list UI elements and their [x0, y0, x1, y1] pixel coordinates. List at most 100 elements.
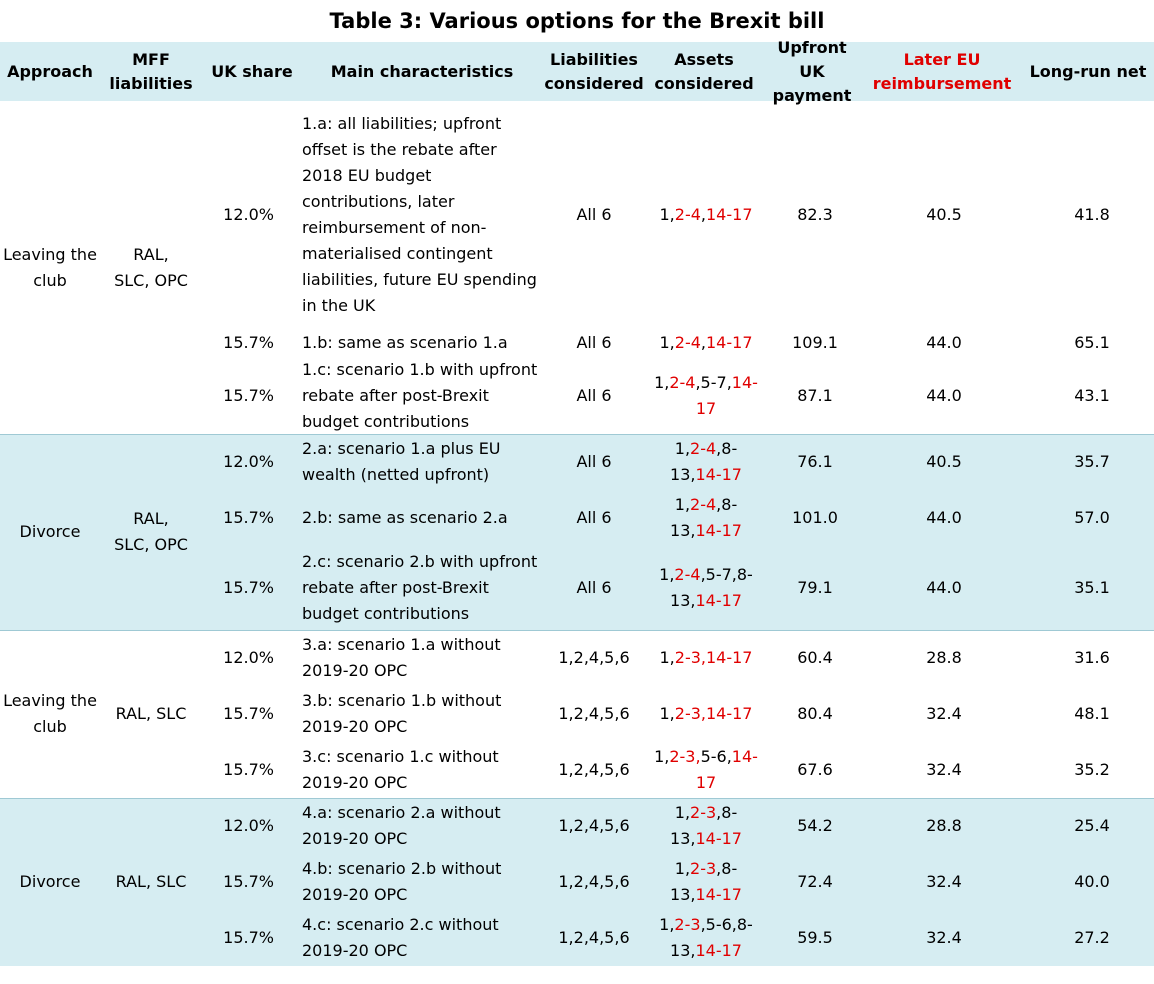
row-long-run-net: 25.4	[1074, 816, 1110, 835]
row-long-run-net: 31.6	[1074, 648, 1110, 667]
header-assets-considered: Assets considered	[654, 49, 754, 93]
assets-segment: ,8-13,	[670, 803, 738, 848]
assets-segment-highlight: 14-17	[695, 885, 742, 904]
row-liabilities-considered: 1,2,4,5,6	[558, 760, 630, 779]
assets-segment-highlight: 2-3,14-17	[674, 704, 753, 723]
row-upfront-uk-payment: 87.1	[797, 386, 833, 405]
assets-list: 1,2-3,14-17	[660, 645, 753, 671]
row-assets-considered: 1,2-4,8-13,14-17	[652, 434, 760, 490]
assets-segment: 1,	[654, 373, 670, 392]
assets-segment: ,8-13,	[670, 495, 738, 540]
row-later-eu-reimbursement: 44.0	[926, 386, 962, 405]
row-main-characteristics: 3.a: scenario 1.a without 2019-20 OPC	[302, 635, 501, 680]
assets-segment-highlight: 2-4	[690, 439, 717, 458]
row-later-eu-reimbursement: 40.5	[926, 204, 962, 224]
row-uk-share: 15.7%	[223, 760, 274, 779]
row-long-run-net: 40.0	[1074, 872, 1110, 891]
assets-segment: ,	[700, 204, 706, 224]
header-liabilities-considered: Liabilities considered	[544, 49, 644, 93]
row-upfront-uk-payment: 82.3	[797, 204, 833, 224]
row-liabilities-considered: All 6	[576, 204, 612, 224]
row-liabilities-considered: 1,2,4,5,6	[558, 928, 630, 947]
group-approach: Divorce	[19, 522, 81, 541]
group-mff-liabilities: RAL, SLC	[115, 872, 187, 891]
row-main-characteristics: 1.a: all liabilities; upfront offset is …	[302, 113, 537, 315]
assets-segment-highlight: 14-17	[695, 941, 742, 960]
row-liabilities-considered: All 6	[576, 578, 612, 597]
row-uk-share: 15.7%	[223, 872, 274, 891]
row-later-eu-reimbursement: 40.5	[926, 452, 962, 471]
assets-segment: ,5-7,8-13,	[670, 565, 753, 610]
row-long-run-net: 48.1	[1074, 704, 1110, 723]
group-mff-liabilities: RAL, SLC, OPC	[114, 244, 188, 290]
row-main-characteristics: 1.c: scenario 1.b with upfront rebate af…	[302, 360, 538, 431]
assets-segment-highlight: 14-17	[695, 591, 742, 610]
group-approach: Leaving the club	[3, 244, 97, 290]
group-separator	[0, 798, 1154, 799]
assets-segment: 1,	[674, 495, 691, 514]
table-title: Table 3: Various options for the Brexit …	[329, 9, 825, 33]
assets-segment-highlight: 2-3	[690, 859, 717, 878]
assets-list: 1,2-3,5-6,8-13,14-17	[652, 912, 760, 964]
row-long-run-net: 43.1	[1074, 386, 1110, 405]
row-long-run-net: 35.7	[1074, 452, 1110, 471]
row-uk-share: 12.0%	[223, 816, 274, 835]
row-liabilities-considered: All 6	[576, 386, 612, 405]
row-main-characteristics: 4.b: scenario 2.b without 2019-20 OPC	[302, 859, 502, 904]
assets-segment-highlight: 2-4	[674, 333, 701, 352]
header-mff-liabilities: MFF liabilities	[109, 49, 193, 93]
row-liabilities-considered: All 6	[576, 508, 612, 527]
row-upfront-uk-payment: 67.6	[797, 760, 833, 779]
assets-segment-highlight: 2-3,14-17	[674, 648, 753, 667]
row-liabilities-considered: 1,2,4,5,6	[558, 648, 630, 667]
assets-list: 1,2-4,8-13,14-17	[652, 436, 760, 488]
group-separator	[0, 630, 1154, 631]
assets-segment: ,5-6,8-13,	[670, 915, 753, 960]
assets-segment: 5-6,	[700, 747, 732, 766]
assets-segment: 1,	[659, 915, 675, 934]
assets-segment-highlight: 2-4	[674, 565, 701, 584]
assets-segment-highlight: 14-17	[695, 465, 742, 484]
row-main-characteristics: 2.c: scenario 2.b with upfront rebate af…	[302, 552, 538, 623]
assets-list: 1,2-4,14-17	[660, 330, 753, 356]
row-later-eu-reimbursement: 32.4	[926, 872, 962, 891]
row-assets-considered: 1,2-3,14-17	[652, 686, 760, 742]
assets-segment: ,8-13,	[670, 859, 738, 904]
assets-segment-highlight: 2-4	[690, 495, 717, 514]
row-later-eu-reimbursement: 44.0	[926, 508, 962, 527]
row-assets-considered: 1,2-4,14-17	[652, 101, 760, 328]
assets-segment: ,	[700, 333, 706, 352]
assets-list: 1,2-3,14-17	[660, 701, 753, 727]
assets-segment: 1,	[659, 565, 675, 584]
row-long-run-net: 27.2	[1074, 928, 1110, 947]
row-assets-considered: 1,2-4,8-13,14-17	[652, 490, 760, 546]
row-liabilities-considered: All 6	[576, 333, 612, 352]
assets-segment-highlight: 14-17	[695, 521, 742, 540]
row-assets-considered: 1,2-4,5-7,8-13,14-17	[652, 546, 760, 630]
group-band	[0, 798, 1154, 966]
row-upfront-uk-payment: 72.4	[797, 872, 833, 891]
row-uk-share: 15.7%	[223, 386, 274, 405]
row-assets-considered: 1,2-3,14-17	[652, 630, 760, 686]
assets-segment-highlight: 14-17	[695, 373, 758, 418]
row-later-eu-reimbursement: 32.4	[926, 760, 962, 779]
row-liabilities-considered: 1,2,4,5,6	[558, 704, 630, 723]
row-uk-share: 15.7%	[223, 704, 274, 723]
row-uk-share: 12.0%	[223, 204, 274, 224]
assets-segment: 1,	[674, 439, 691, 458]
row-upfront-uk-payment: 59.5	[797, 928, 833, 947]
row-main-characteristics: 3.b: scenario 1.b without 2019-20 OPC	[302, 691, 502, 736]
row-upfront-uk-payment: 79.1	[797, 578, 833, 597]
header-approach: Approach	[7, 61, 93, 81]
assets-segment-highlight: 2-4	[674, 204, 701, 224]
row-later-eu-reimbursement: 44.0	[926, 333, 962, 352]
row-liabilities-considered: 1,2,4,5,6	[558, 872, 630, 891]
assets-segment-highlight: 2-3	[690, 803, 717, 822]
assets-segment: 1,	[674, 859, 691, 878]
group-mff-liabilities: RAL, SLC	[115, 704, 187, 723]
row-later-eu-reimbursement: 32.4	[926, 928, 962, 947]
assets-segment: 1,	[654, 747, 670, 766]
assets-segment-highlight: 2-4	[669, 373, 696, 392]
assets-segment-highlight: 14-17	[695, 747, 758, 792]
row-assets-considered: 1,2-3,8-13,14-17	[652, 854, 760, 910]
